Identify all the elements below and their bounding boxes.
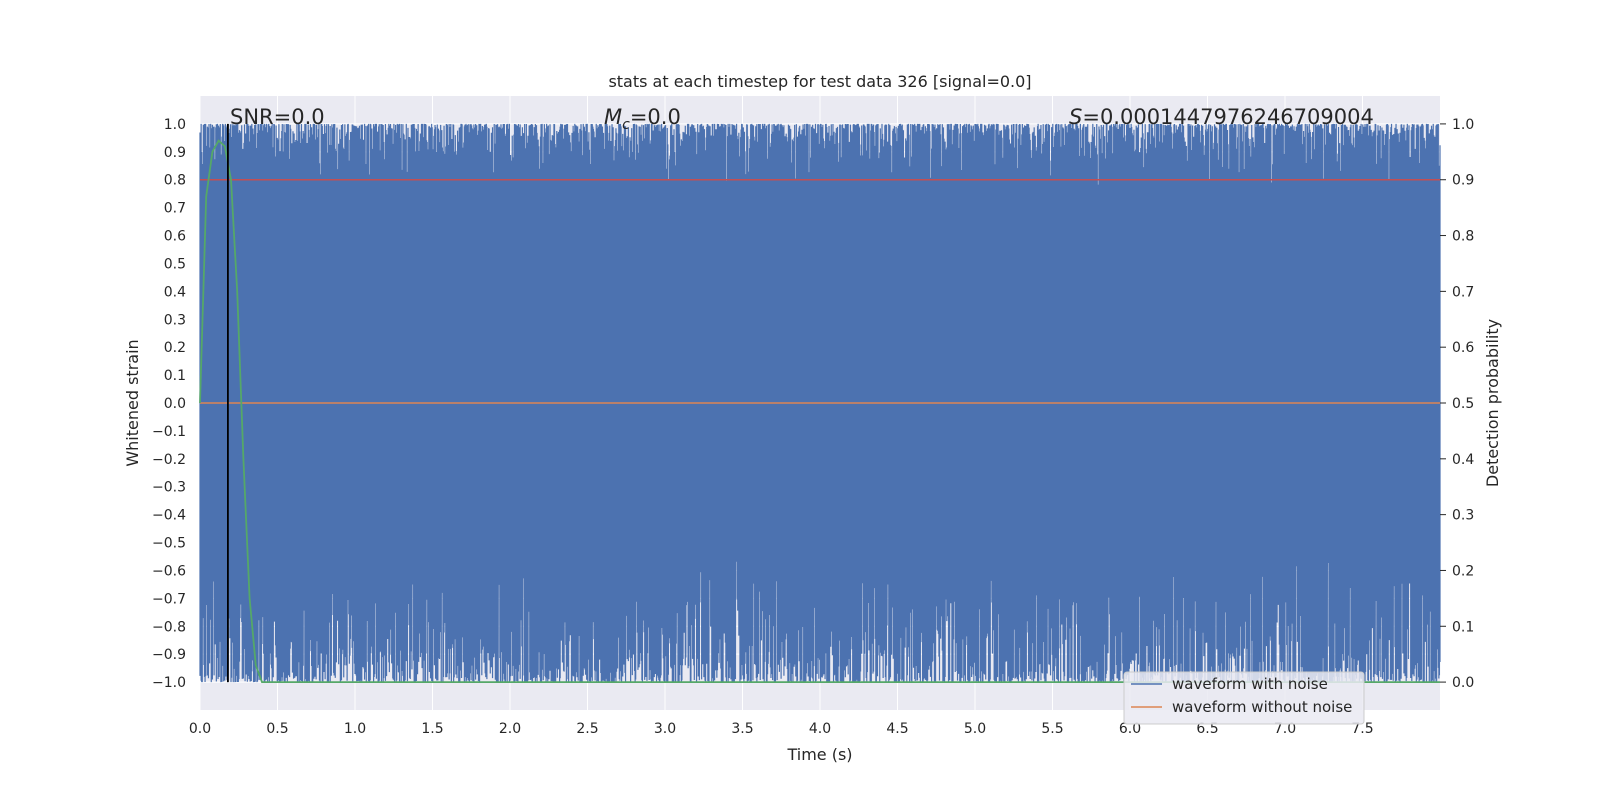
y-axis-label: Whitened strain (123, 339, 142, 466)
x-axis-label: Time (s) (786, 745, 852, 764)
legend-label-noise: waveform with noise (1172, 675, 1328, 693)
y-tick-label: 0.9 (164, 145, 186, 161)
y2-tick-label: 0.7 (1452, 284, 1474, 300)
y-tick-label: 0.4 (164, 284, 186, 300)
snr-annotation: SNR=0.0 (230, 105, 325, 129)
y-tick-label: 0.1 (164, 368, 186, 384)
y2-tick-label: 1.0 (1452, 117, 1474, 133)
noise-waveform-line (199, 123, 1441, 683)
legend-box (1123, 671, 1365, 725)
x-tick-label: 1.5 (421, 721, 443, 737)
s-value: =0.0001447976246709004 (1082, 105, 1374, 129)
y-tick-label: −0.3 (152, 480, 186, 496)
y-tick-label: 0.2 (164, 340, 186, 356)
x-tick-label: 7.5 (1351, 721, 1373, 737)
chirp-mass-value: =0.0 (630, 105, 681, 129)
x-tick-label: 2.5 (576, 721, 598, 737)
y-tick-label: −0.8 (152, 619, 186, 635)
x-tick-label: 1.0 (344, 721, 366, 737)
y2-tick-label: 0.2 (1452, 563, 1474, 579)
y2-tick-label: 0.8 (1452, 229, 1474, 245)
y-tick-label: −0.2 (152, 452, 186, 468)
x-tick-label: 3.0 (654, 721, 676, 737)
x-tick-label: 0.5 (266, 721, 288, 737)
y-tick-label: 0.7 (164, 201, 186, 217)
y-tick-label: −0.9 (152, 647, 186, 663)
x-tick-label: 5.5 (1041, 721, 1063, 737)
y-tick-label: 1.0 (164, 117, 186, 133)
y-tick-label: 0.6 (164, 229, 186, 245)
y2-tick-label: 0.9 (1452, 173, 1474, 189)
s-symbol: S (1069, 105, 1082, 129)
y-tick-label: 0.3 (164, 312, 186, 328)
legend: waveform with noise waveform without noi… (1123, 671, 1365, 725)
x-tick-label: 4.5 (886, 721, 908, 737)
x-tick-label: 0.0 (189, 721, 211, 737)
detection-probability-line (199, 139, 1440, 683)
x-tick-label: 7.0 (1274, 721, 1296, 737)
y-tick-label: 0.0 (164, 396, 186, 412)
chirp-mass-symbol: M (604, 105, 622, 129)
chart-title: stats at each timestep for test data 326… (608, 72, 1031, 91)
y-tick-label: −0.4 (152, 508, 186, 524)
y2-tick-label: 0.4 (1452, 452, 1474, 468)
x-tick-label: 3.5 (731, 721, 753, 737)
x-tick-label: 2.0 (499, 721, 521, 737)
overlay-layer (199, 123, 1440, 683)
y2-tick-label: 0.0 (1452, 675, 1474, 691)
x-tick-label: 6.5 (1196, 721, 1218, 737)
s-annotation: S=0.0001447976246709004 (1069, 105, 1374, 129)
y-tick-label: −0.6 (152, 563, 186, 579)
x-tick-label: 5.0 (964, 721, 986, 737)
y2-tick-label: 0.3 (1452, 508, 1474, 524)
y-tick-label: −0.7 (152, 591, 186, 607)
tick-layer: 0.0 0.5 1.0 1.5 2.0 2.5 3.0 3.5 4.0 4.5 5.0 5.5 6.0 6… (152, 117, 1474, 737)
noise-series (199, 123, 1441, 683)
y2-axis-label: Detection probability (1483, 319, 1502, 487)
y2-tick-label: 0.6 (1452, 340, 1474, 356)
y-tick-label: 0.8 (164, 173, 186, 189)
x-tick-label: 6.0 (1119, 721, 1141, 737)
y2-tick-label: 0.1 (1452, 619, 1474, 635)
y2-tick-label: 0.5 (1452, 396, 1474, 412)
y-tick-label: −1.0 (152, 675, 186, 691)
chirp-mass-annotation: Mc=0.0 (604, 105, 681, 133)
x-tick-label: 4.0 (809, 721, 831, 737)
y-tick-label: 0.5 (164, 256, 186, 272)
legend-label-clean: waveform without noise (1172, 698, 1352, 716)
y-tick-label: −0.1 (152, 424, 186, 440)
chirp-mass-subscript: c (622, 117, 630, 133)
y-tick-label: −0.5 (152, 536, 186, 552)
